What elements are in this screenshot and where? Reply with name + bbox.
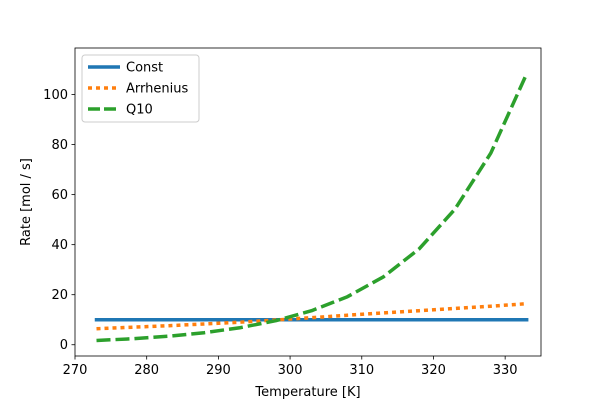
y-tick-label: 0 — [60, 338, 68, 353]
y-tick-label: 100 — [43, 88, 68, 103]
x-tick-label: 330 — [493, 363, 518, 378]
y-axis-label: Rate [mol / s] — [19, 158, 34, 246]
y-tick-label: 20 — [51, 288, 68, 303]
legend-label-q10: Q10 — [126, 103, 153, 118]
y-tick-label: 80 — [51, 138, 68, 153]
axes-frame — [74, 47, 542, 357]
x-axis-label: Temperature [K] — [254, 385, 360, 400]
plot-area — [94, 73, 529, 343]
x-tick-label: 270 — [63, 363, 88, 378]
y-tick-label: 40 — [51, 238, 68, 253]
axis-ticks: 270 280 290 300 310 320 330 0 20 40 60 80 100 — [43, 88, 517, 378]
x-tick-label: 300 — [278, 363, 303, 378]
legend: Const Arrhenius Q10 — [81, 54, 200, 123]
legend-label-arrhenius: Arrhenius — [126, 82, 188, 97]
legend-label-const: Const — [126, 61, 163, 76]
series-line-q10 — [96, 73, 529, 343]
legend-box — [81, 54, 200, 123]
x-tick-label: 310 — [349, 363, 374, 378]
x-tick-label: 280 — [134, 363, 159, 378]
x-tick-label: 320 — [421, 363, 446, 378]
y-tick-label: 60 — [51, 188, 68, 203]
x-tick-label: 290 — [206, 363, 231, 378]
